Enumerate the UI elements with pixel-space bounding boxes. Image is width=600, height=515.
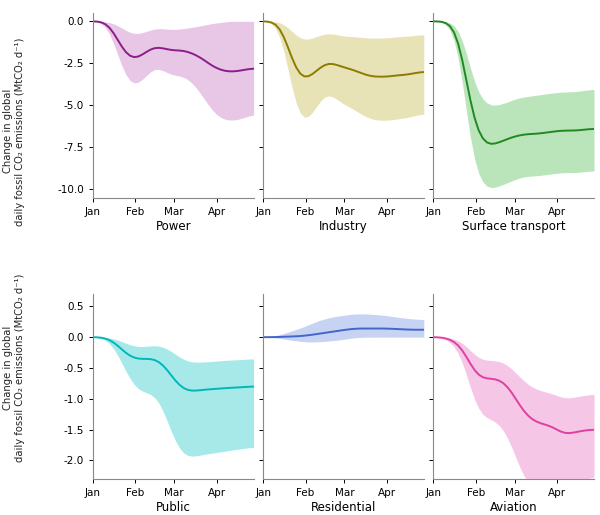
Text: Change in global
daily fossil CO₂ emissions (MtCO₂ d⁻¹): Change in global daily fossil CO₂ emissi… <box>3 37 25 226</box>
X-axis label: Power: Power <box>155 219 191 233</box>
X-axis label: Aviation: Aviation <box>490 501 538 514</box>
X-axis label: Industry: Industry <box>319 219 368 233</box>
X-axis label: Surface transport: Surface transport <box>462 219 566 233</box>
Text: Change in global
daily fossil CO₂ emissions (MtCO₂ d⁻¹): Change in global daily fossil CO₂ emissi… <box>3 274 25 462</box>
X-axis label: Residential: Residential <box>311 501 376 514</box>
X-axis label: Public: Public <box>156 501 191 514</box>
